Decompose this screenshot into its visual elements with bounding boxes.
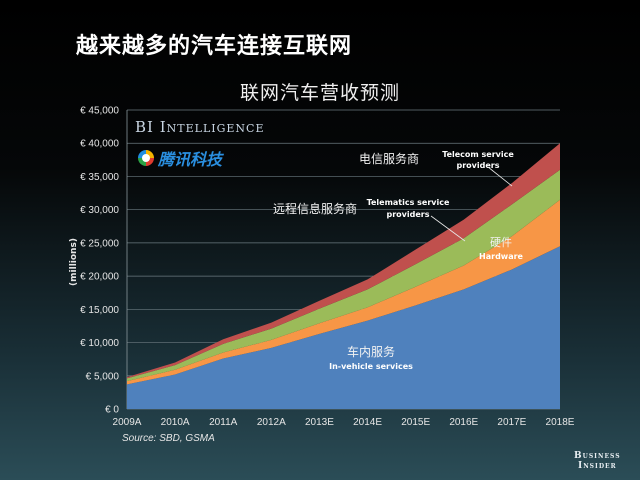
y-tick-label: € 25,000	[80, 238, 119, 249]
y-tick-label: € 40,000	[80, 139, 119, 150]
hardware-label-cn: 硬件	[490, 236, 512, 249]
y-tick-label: € 0	[105, 405, 119, 416]
x-tick-label: 2011A	[209, 417, 238, 428]
telecom-leader-line	[487, 166, 513, 187]
x-tick-label: 2017E	[497, 417, 526, 428]
telecom-label-en-1: Telecom service	[442, 150, 514, 159]
business-insider-logo: Business Insider	[574, 451, 621, 471]
telematics-label-en-1: Telematics service	[367, 198, 450, 207]
chart-title: 联网汽车营收预测	[239, 82, 400, 104]
source-note: Source: SBD, GSMA	[122, 433, 215, 444]
y-tick-label: € 45,000	[80, 106, 119, 117]
telematics-leader-line	[430, 215, 466, 242]
y-tick-label: € 30,000	[80, 205, 119, 216]
x-tick-label: 2009A	[113, 417, 142, 428]
telecom-label-cn: 电信服务商	[359, 151, 419, 166]
y-tick-label: € 10,000	[80, 338, 119, 349]
y-tick-label: € 5,000	[86, 371, 120, 382]
x-axis-ticks: 2009A 2010A 2011A 2012A 2013E 2014E 2015E 2016E…	[113, 417, 575, 428]
x-tick-label: 2010A	[161, 417, 190, 428]
bi-intelligence-watermark: BI Intelligence	[135, 118, 265, 136]
y-axis-ticks: € 0 € 5,000 € 10,000 € 15,000 € 20,000 € 25,0…	[80, 106, 119, 416]
x-tick-label: 2018E	[546, 417, 575, 428]
x-tick-label: 2014E	[353, 417, 382, 428]
y-tick-label: € 35,000	[80, 172, 119, 183]
hardware-label-en: Hardware	[479, 252, 524, 261]
telematics-label-cn: 远程信息服务商	[273, 201, 357, 216]
y-tick-label: € 20,000	[80, 272, 119, 283]
tencent-logo-icon	[138, 150, 154, 166]
invehicle-label-en: In-vehicle services	[329, 362, 413, 371]
brand-line-1: Business	[574, 451, 621, 461]
telematics-label-en-2: providers	[387, 210, 430, 219]
in-vehicle-area	[127, 246, 560, 409]
x-tick-label: 2012A	[257, 417, 286, 428]
tencent-tech-label: 腾讯科技	[158, 150, 223, 169]
x-tick-label: 2015E	[401, 417, 430, 428]
y-axis-label: (millions)	[69, 238, 79, 286]
brand-line-2: Insider	[577, 461, 617, 471]
invehicle-label-cn: 车内服务	[347, 344, 395, 359]
x-tick-label: 2016E	[449, 417, 478, 428]
headline: 越来越多的汽车连接互联网	[76, 34, 353, 59]
y-tick-label: € 15,000	[80, 305, 119, 316]
area-series	[127, 143, 560, 409]
tencent-tech-watermark: 腾讯科技	[138, 146, 222, 170]
x-tick-label: 2013E	[305, 417, 334, 428]
telecom-label-en-2: providers	[457, 161, 500, 170]
